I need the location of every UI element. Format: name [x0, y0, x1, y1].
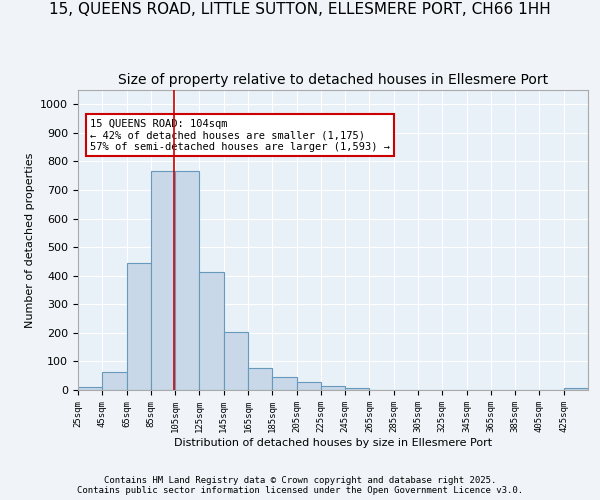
Y-axis label: Number of detached properties: Number of detached properties [25, 152, 35, 328]
Bar [321, 386, 345, 390]
Bar [199, 272, 224, 390]
Bar [151, 172, 175, 390]
Text: 15 QUEENS ROAD: 104sqm
← 42% of detached houses are smaller (1,175)
57% of semi-: 15 QUEENS ROAD: 104sqm ← 42% of detached… [90, 118, 390, 152]
Title: Size of property relative to detached houses in Ellesmere Port: Size of property relative to detached ho… [118, 74, 548, 88]
X-axis label: Distribution of detached houses by size in Ellesmere Port: Distribution of detached houses by size … [174, 438, 492, 448]
Bar [78, 387, 102, 390]
Bar [224, 332, 248, 390]
Bar [175, 172, 199, 390]
Bar [102, 372, 127, 390]
Bar [272, 378, 296, 390]
Bar [564, 388, 588, 390]
Bar [345, 388, 370, 390]
Bar [127, 264, 151, 390]
Text: 15, QUEENS ROAD, LITTLE SUTTON, ELLESMERE PORT, CH66 1HH: 15, QUEENS ROAD, LITTLE SUTTON, ELLESMER… [49, 2, 551, 18]
Bar [248, 368, 272, 390]
Bar [296, 382, 321, 390]
Text: Contains HM Land Registry data © Crown copyright and database right 2025.
Contai: Contains HM Land Registry data © Crown c… [77, 476, 523, 495]
